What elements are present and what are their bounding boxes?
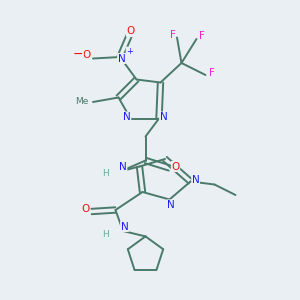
Text: N: N — [119, 161, 127, 172]
Text: O: O — [171, 161, 180, 172]
Text: −: − — [73, 48, 83, 62]
Text: O: O — [126, 26, 135, 37]
Text: O: O — [82, 50, 91, 61]
Text: H: H — [102, 230, 108, 239]
Text: F: F — [199, 31, 205, 41]
Text: N: N — [121, 221, 128, 232]
Text: F: F — [208, 68, 214, 79]
Text: F: F — [169, 29, 175, 40]
Text: O: O — [81, 203, 90, 214]
Text: +: + — [126, 47, 133, 56]
Text: H: H — [102, 169, 108, 178]
Text: Me: Me — [75, 98, 88, 106]
Text: N: N — [160, 112, 167, 122]
Text: N: N — [167, 200, 175, 210]
Text: N: N — [118, 53, 125, 64]
Text: N: N — [123, 112, 131, 122]
Text: N: N — [192, 175, 200, 185]
